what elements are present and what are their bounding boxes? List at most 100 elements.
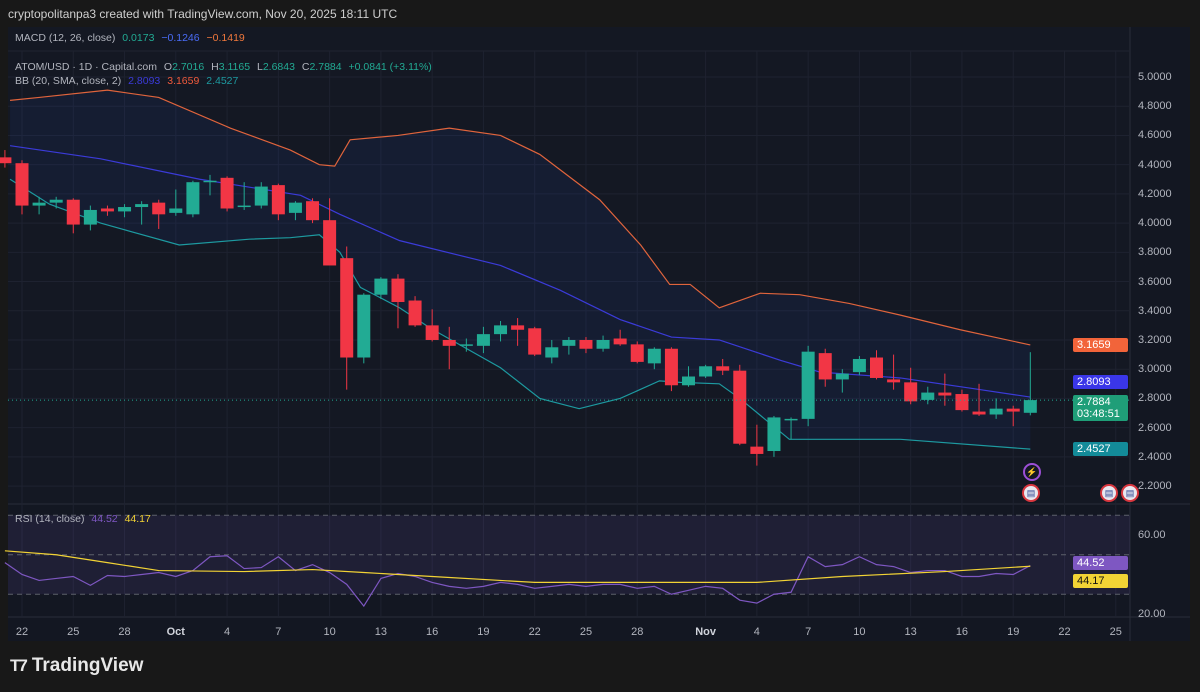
change-value: +0.0841 (+3.11%): [348, 61, 432, 73]
candle-up: [562, 339, 576, 346]
last-price: 2.7884: [1077, 396, 1111, 408]
time-axis-label: 10: [323, 626, 336, 638]
chart-credit: cryptopolitanpa3 created with TradingVie…: [8, 7, 398, 21]
us-flag-icon[interactable]: ▤: [1022, 484, 1040, 502]
us-flag-icon[interactable]: ▤: [1100, 484, 1118, 502]
candle-down: [528, 328, 542, 355]
bb-lower-line: [9, 178, 1031, 450]
time-axis-label: 16: [955, 626, 969, 638]
time-axis-label: 28: [118, 626, 131, 638]
candle-up: [494, 325, 508, 335]
bb-lower-value: 2.4527: [206, 75, 239, 87]
candle-down: [152, 202, 166, 215]
candle-down: [220, 177, 234, 209]
bb-legend[interactable]: BB (20, SMA, close, 2) 2.8093 3.1659 2.4…: [15, 75, 242, 87]
price-axis-label: 3.6000: [1138, 275, 1172, 288]
candle-up: [288, 202, 302, 213]
price-axis-label: 5.0000: [1138, 71, 1172, 83]
bb-basis-line: [9, 145, 1031, 398]
candle-down: [870, 357, 883, 378]
candle-up: [374, 278, 388, 295]
rsi-axis-label: 20.00: [1138, 608, 1166, 620]
candle-down: [818, 353, 832, 380]
candle-down: [511, 325, 525, 330]
macd-signal-value: −0.1246: [161, 32, 200, 44]
time-axis-label: 7: [805, 626, 812, 638]
candle-down: [716, 366, 730, 371]
macd-value: 0.0173: [122, 32, 155, 44]
candle-up: [118, 207, 132, 212]
candle-up: [596, 339, 610, 349]
price-axis-label: 3.0000: [1138, 363, 1172, 376]
candle-up: [459, 344, 473, 346]
candle-up: [647, 348, 661, 364]
candle-up: [169, 208, 183, 213]
candle-down: [66, 199, 80, 225]
candle-down: [664, 348, 678, 386]
candle-down: [408, 300, 422, 326]
candle-down: [750, 446, 764, 454]
bb-basis-price-tag: 2.8093: [1073, 375, 1128, 389]
price-axis-label: 2.6000: [1138, 421, 1172, 434]
rsi-axis-label: 60.00: [1138, 529, 1166, 541]
rsi-legend[interactable]: RSI (14, close) 44.52 44.17: [15, 513, 155, 525]
macd-hist-value: −0.1419: [206, 32, 245, 44]
price-axis-label: 3.4000: [1138, 304, 1172, 317]
bb-upper-value: 3.1659: [167, 75, 200, 87]
candle-up: [254, 186, 268, 206]
tradingview-logo-text: TradingView: [31, 655, 144, 676]
candle-down: [733, 370, 747, 444]
bar-countdown: 03:48:51: [1077, 408, 1120, 420]
candle-up: [682, 376, 696, 386]
bb-basis-value: 2.8093: [128, 75, 161, 87]
macd-label: MACD (12, 26, close): [15, 32, 116, 44]
price-axis-label: 4.8000: [1138, 100, 1172, 113]
time-axis-label: 22: [528, 626, 541, 638]
time-axis-label: 22: [1058, 626, 1071, 638]
bb-upper-price-tag: 3.1659: [1073, 338, 1128, 352]
rsi-value: 44.52: [91, 513, 118, 525]
candle-up: [186, 182, 200, 215]
close-value: C2.7884: [301, 61, 342, 73]
rsi-price-tag: 44.52: [1073, 556, 1128, 570]
tradingview-logo-icon: T7: [10, 656, 28, 675]
time-axis-label: 19: [477, 626, 490, 638]
time-axis-label: 25: [67, 626, 80, 638]
time-axis-label: 4: [224, 626, 231, 638]
low-value: L2.6843: [256, 61, 295, 73]
candle-up: [699, 366, 713, 377]
price-axis-label: 3.8000: [1138, 246, 1172, 259]
price-axis-label: 2.2000: [1138, 480, 1172, 493]
time-axis-label: 25: [579, 626, 593, 638]
symbol-legend[interactable]: ATOM/USD · 1D · Capital.com O2.7016 H3.1…: [15, 61, 436, 73]
candle-up: [852, 358, 866, 373]
high-value: H3.1165: [211, 61, 251, 73]
macd-legend[interactable]: MACD (12, 26, close) 0.0173 −0.1246 −0.1…: [15, 32, 249, 44]
lightning-icon[interactable]: ⚡: [1023, 463, 1041, 481]
bb-lower-price-tag: 2.4527: [1073, 442, 1128, 456]
rsi-ma-price-tag: 44.17: [1073, 574, 1128, 588]
candle-down: [306, 201, 320, 221]
candle-down: [425, 325, 439, 340]
price-axis-label: 4.6000: [1138, 129, 1172, 142]
bb-fill: [10, 90, 1031, 450]
time-axis-label: 28: [631, 626, 644, 638]
rsi-ma-line: [4, 550, 1031, 584]
candle-up: [237, 205, 251, 208]
candle-up: [921, 392, 935, 400]
time-axis-label: 16: [426, 626, 439, 638]
tradingview-logo[interactable]: T7 TradingView: [10, 655, 143, 677]
candle-up: [135, 204, 149, 208]
candle-down: [1006, 408, 1020, 412]
candle-up: [545, 347, 559, 358]
candle-down: [630, 344, 644, 362]
candle-up: [49, 199, 63, 203]
price-axis-label: 4.2000: [1138, 187, 1172, 200]
rsi-label: RSI (14, close): [15, 513, 85, 525]
price-axis-label: 3.2000: [1138, 333, 1172, 346]
us-flag-icon[interactable]: ▤: [1121, 484, 1139, 502]
symbol-label: ATOM/USD · 1D · Capital.com: [15, 61, 157, 73]
time-axis-label: 25: [1109, 626, 1122, 638]
price-axis-label: 2.8000: [1138, 392, 1172, 405]
